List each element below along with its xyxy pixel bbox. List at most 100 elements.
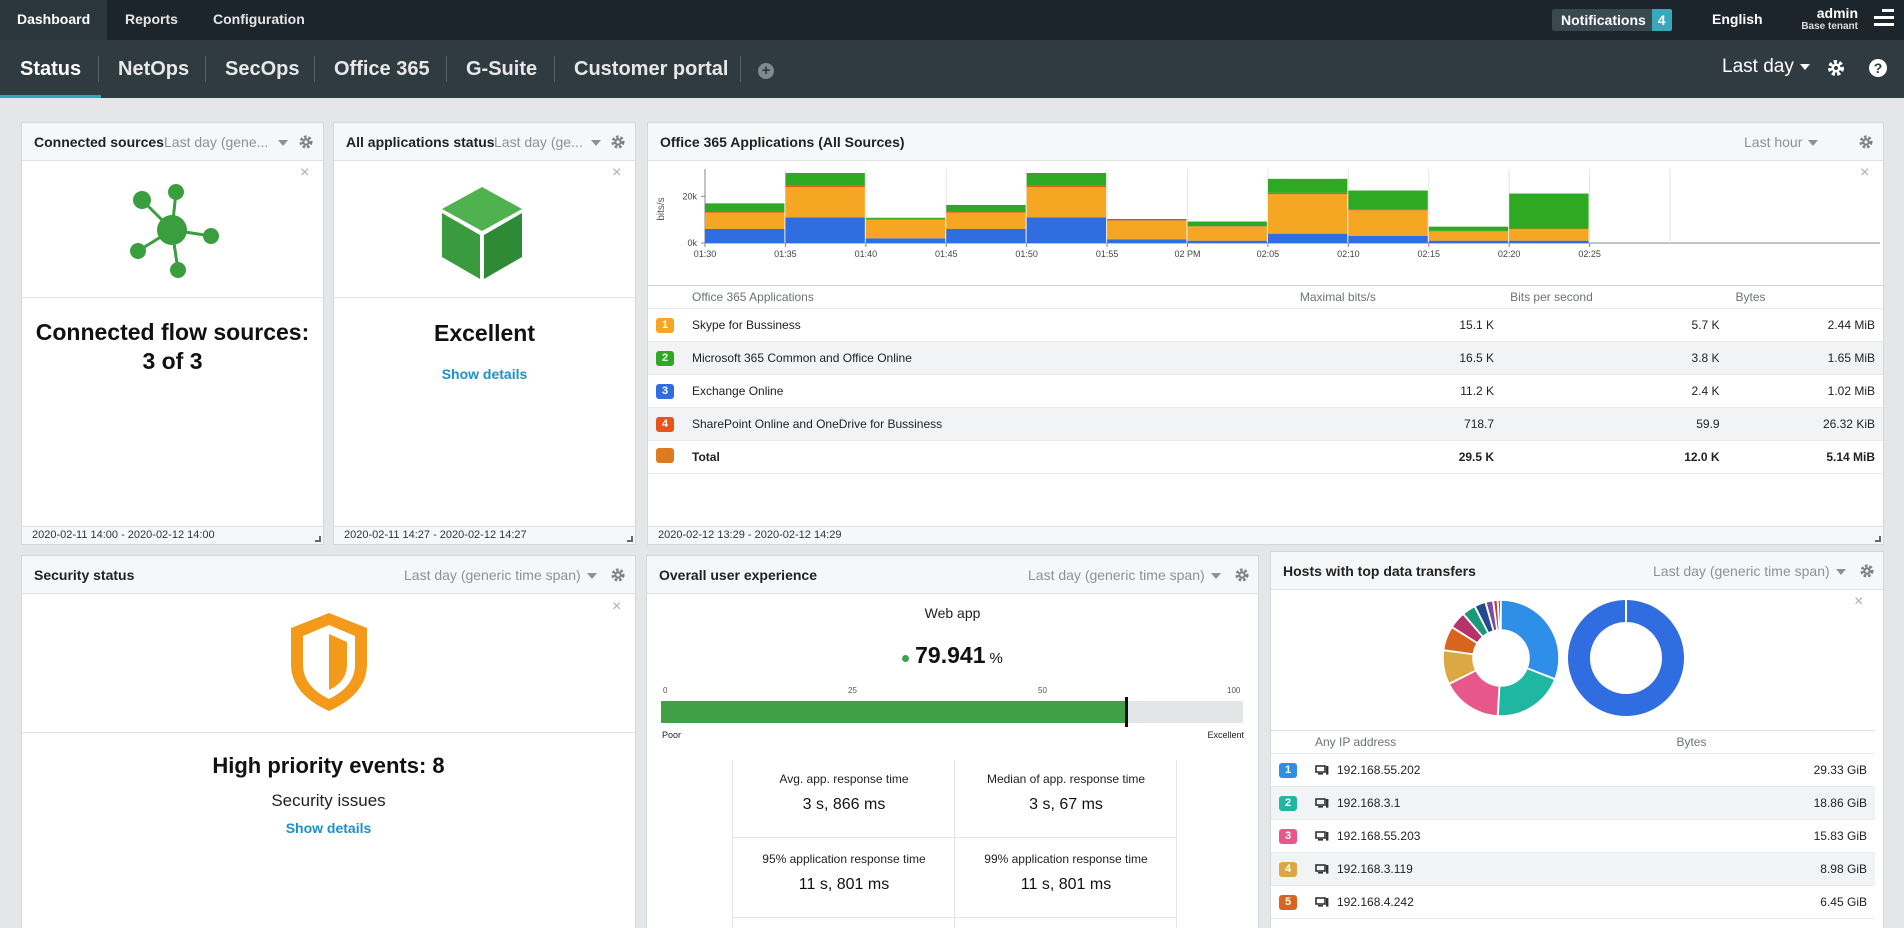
bar-segment[interactable] (1267, 178, 1348, 193)
bar-segment[interactable] (1428, 226, 1509, 231)
ip-address-link[interactable]: 192.168.4.242 (1337, 894, 1414, 909)
nav-reports[interactable]: Reports (125, 11, 178, 27)
bar-segment[interactable] (1026, 217, 1107, 243)
bar-segment[interactable] (705, 211, 785, 213)
close-icon[interactable]: × (612, 598, 622, 615)
table-row[interactable]: 4 192.168.3.119 8.98 GiB (1271, 852, 1875, 886)
bar-segment[interactable] (1348, 209, 1428, 211)
bar-segment[interactable] (1026, 187, 1107, 218)
table-row[interactable]: 2 192.168.3.1 18.86 GiB (1271, 786, 1875, 820)
bar-segment[interactable] (1348, 190, 1428, 210)
bar-segment[interactable] (946, 229, 1026, 243)
help-icon[interactable]: ? (1868, 58, 1888, 78)
bar-segment[interactable] (946, 212, 1026, 229)
close-icon[interactable]: × (300, 164, 310, 181)
donut-slice[interactable] (1500, 599, 1560, 680)
bar-segment[interactable] (705, 212, 785, 229)
bar-segment[interactable] (865, 218, 946, 220)
resize-handle[interactable] (627, 536, 633, 542)
bar-segment[interactable] (785, 217, 865, 243)
bar-segment[interactable] (1348, 210, 1428, 236)
bar-segment[interactable] (785, 173, 865, 186)
gear-icon[interactable] (298, 134, 314, 150)
gear-icon[interactable] (610, 567, 626, 583)
widget-time-selector[interactable]: Last day (ge... (494, 134, 601, 150)
donut-slice[interactable] (1497, 667, 1556, 717)
tab-customer-portal[interactable]: Customer portal (574, 58, 729, 80)
table-row[interactable]: 3 Exchange Online 11.2 K 2.4 K 1.02 MiB (648, 374, 1883, 408)
bar-segment[interactable] (1267, 233, 1348, 243)
bar-segment[interactable] (1267, 192, 1348, 194)
bar-segment[interactable] (785, 187, 865, 218)
show-details-link[interactable]: Show details (441, 366, 528, 382)
widget-time-selector[interactable]: Last day (gene... (164, 134, 289, 150)
tab-status[interactable]: Status (0, 40, 102, 98)
bar-segment[interactable] (1107, 239, 1187, 244)
ip-address-link[interactable]: 192.168.55.203 (1337, 828, 1421, 843)
gear-icon[interactable] (610, 134, 626, 150)
table-row[interactable]: 2 Microsoft 365 Common and Office Online 1… (648, 341, 1883, 375)
widget-time-selector[interactable]: Last day (generic time span) (404, 567, 597, 583)
gear-icon[interactable] (1826, 58, 1846, 78)
hamburger-menu-icon[interactable] (1874, 9, 1894, 29)
bar-segment[interactable] (946, 204, 1026, 212)
bar-segment[interactable] (1187, 221, 1267, 227)
tab-secops[interactable]: SecOps (225, 58, 300, 80)
bar-segment[interactable] (1107, 220, 1187, 240)
bar-segment[interactable] (1267, 194, 1348, 234)
notifications-button[interactable]: Notifications 4 (1552, 9, 1672, 31)
bar-segment[interactable] (1348, 236, 1428, 243)
widget-time-selector[interactable]: Last day (generic time span) (1028, 567, 1221, 583)
table-row[interactable]: 1 192.168.55.202 29.33 GiB (1271, 753, 1875, 787)
widget-time-selector[interactable]: Last day (generic time span) (1653, 563, 1846, 579)
bar-segment[interactable] (1026, 173, 1107, 186)
ip-address-link[interactable]: 192.168.3.119 (1337, 861, 1413, 876)
bar-segment[interactable] (1428, 231, 1509, 241)
bar-segment[interactable] (1187, 226, 1267, 241)
rank-cell: 1 (1271, 753, 1307, 787)
gear-icon[interactable] (1234, 567, 1250, 583)
language-selector[interactable]: English (1712, 11, 1763, 27)
bar-segment[interactable] (865, 217, 946, 219)
bar-segment[interactable] (1107, 218, 1187, 221)
bar-segment[interactable] (785, 185, 865, 187)
resize-handle[interactable] (315, 536, 321, 542)
table-row[interactable]: 1 Skype for Bussiness 15.1 K 5.7 K 2.44 MiB (648, 308, 1883, 342)
tab-office365[interactable]: Office 365 (334, 58, 430, 80)
close-icon[interactable]: × (612, 164, 622, 181)
time-range-selector[interactable]: Last day (1722, 56, 1810, 78)
bar-segment[interactable] (1187, 240, 1267, 243)
show-details-link[interactable]: Show details (285, 820, 372, 836)
widget-time-selector[interactable]: Last hour (1744, 134, 1819, 150)
add-tab-icon[interactable]: + (758, 63, 774, 79)
tab-netops[interactable]: NetOps (118, 58, 190, 80)
donut-slice[interactable] (1497, 599, 1502, 631)
bar-segment[interactable] (1509, 193, 1589, 229)
donut-ring[interactable] (1568, 600, 1685, 716)
resize-handle[interactable] (1875, 536, 1881, 542)
bar-segment[interactable] (1509, 229, 1589, 241)
nav-dashboard[interactable]: Dashboard (0, 0, 108, 40)
close-icon[interactable]: × (1854, 593, 1864, 610)
bar-segment[interactable] (705, 229, 785, 243)
bar-segment[interactable] (865, 219, 946, 239)
bar-segment[interactable] (1428, 240, 1509, 243)
table-row[interactable]: 3 192.168.55.203 15.83 GiB (1271, 819, 1875, 853)
gear-icon[interactable] (1858, 134, 1874, 150)
host-computer-icon (1315, 765, 1329, 775)
bar-segment[interactable] (1509, 240, 1589, 243)
close-icon[interactable]: × (1860, 164, 1870, 181)
bar-segment[interactable] (946, 211, 1026, 213)
table-row[interactable]: 4 SharePoint Online and OneDrive for Buss… (648, 407, 1883, 441)
bar-segment[interactable] (705, 203, 785, 212)
table-row[interactable]: 5 192.168.4.242 6.45 GiB (1271, 885, 1875, 919)
ip-address-link[interactable]: 192.168.3.1 (1337, 795, 1401, 810)
ip-address-link[interactable]: 192.168.55.202 (1337, 762, 1421, 777)
gear-icon[interactable] (1859, 563, 1875, 579)
bar-segment[interactable] (1026, 185, 1107, 187)
user-menu[interactable]: admin Base tenant (1801, 6, 1858, 33)
bar-segment[interactable] (865, 238, 946, 243)
tab-gsuite[interactable]: G-Suite (466, 58, 538, 80)
nav-configuration[interactable]: Configuration (213, 11, 305, 27)
bar-segment[interactable] (1107, 220, 1187, 221)
